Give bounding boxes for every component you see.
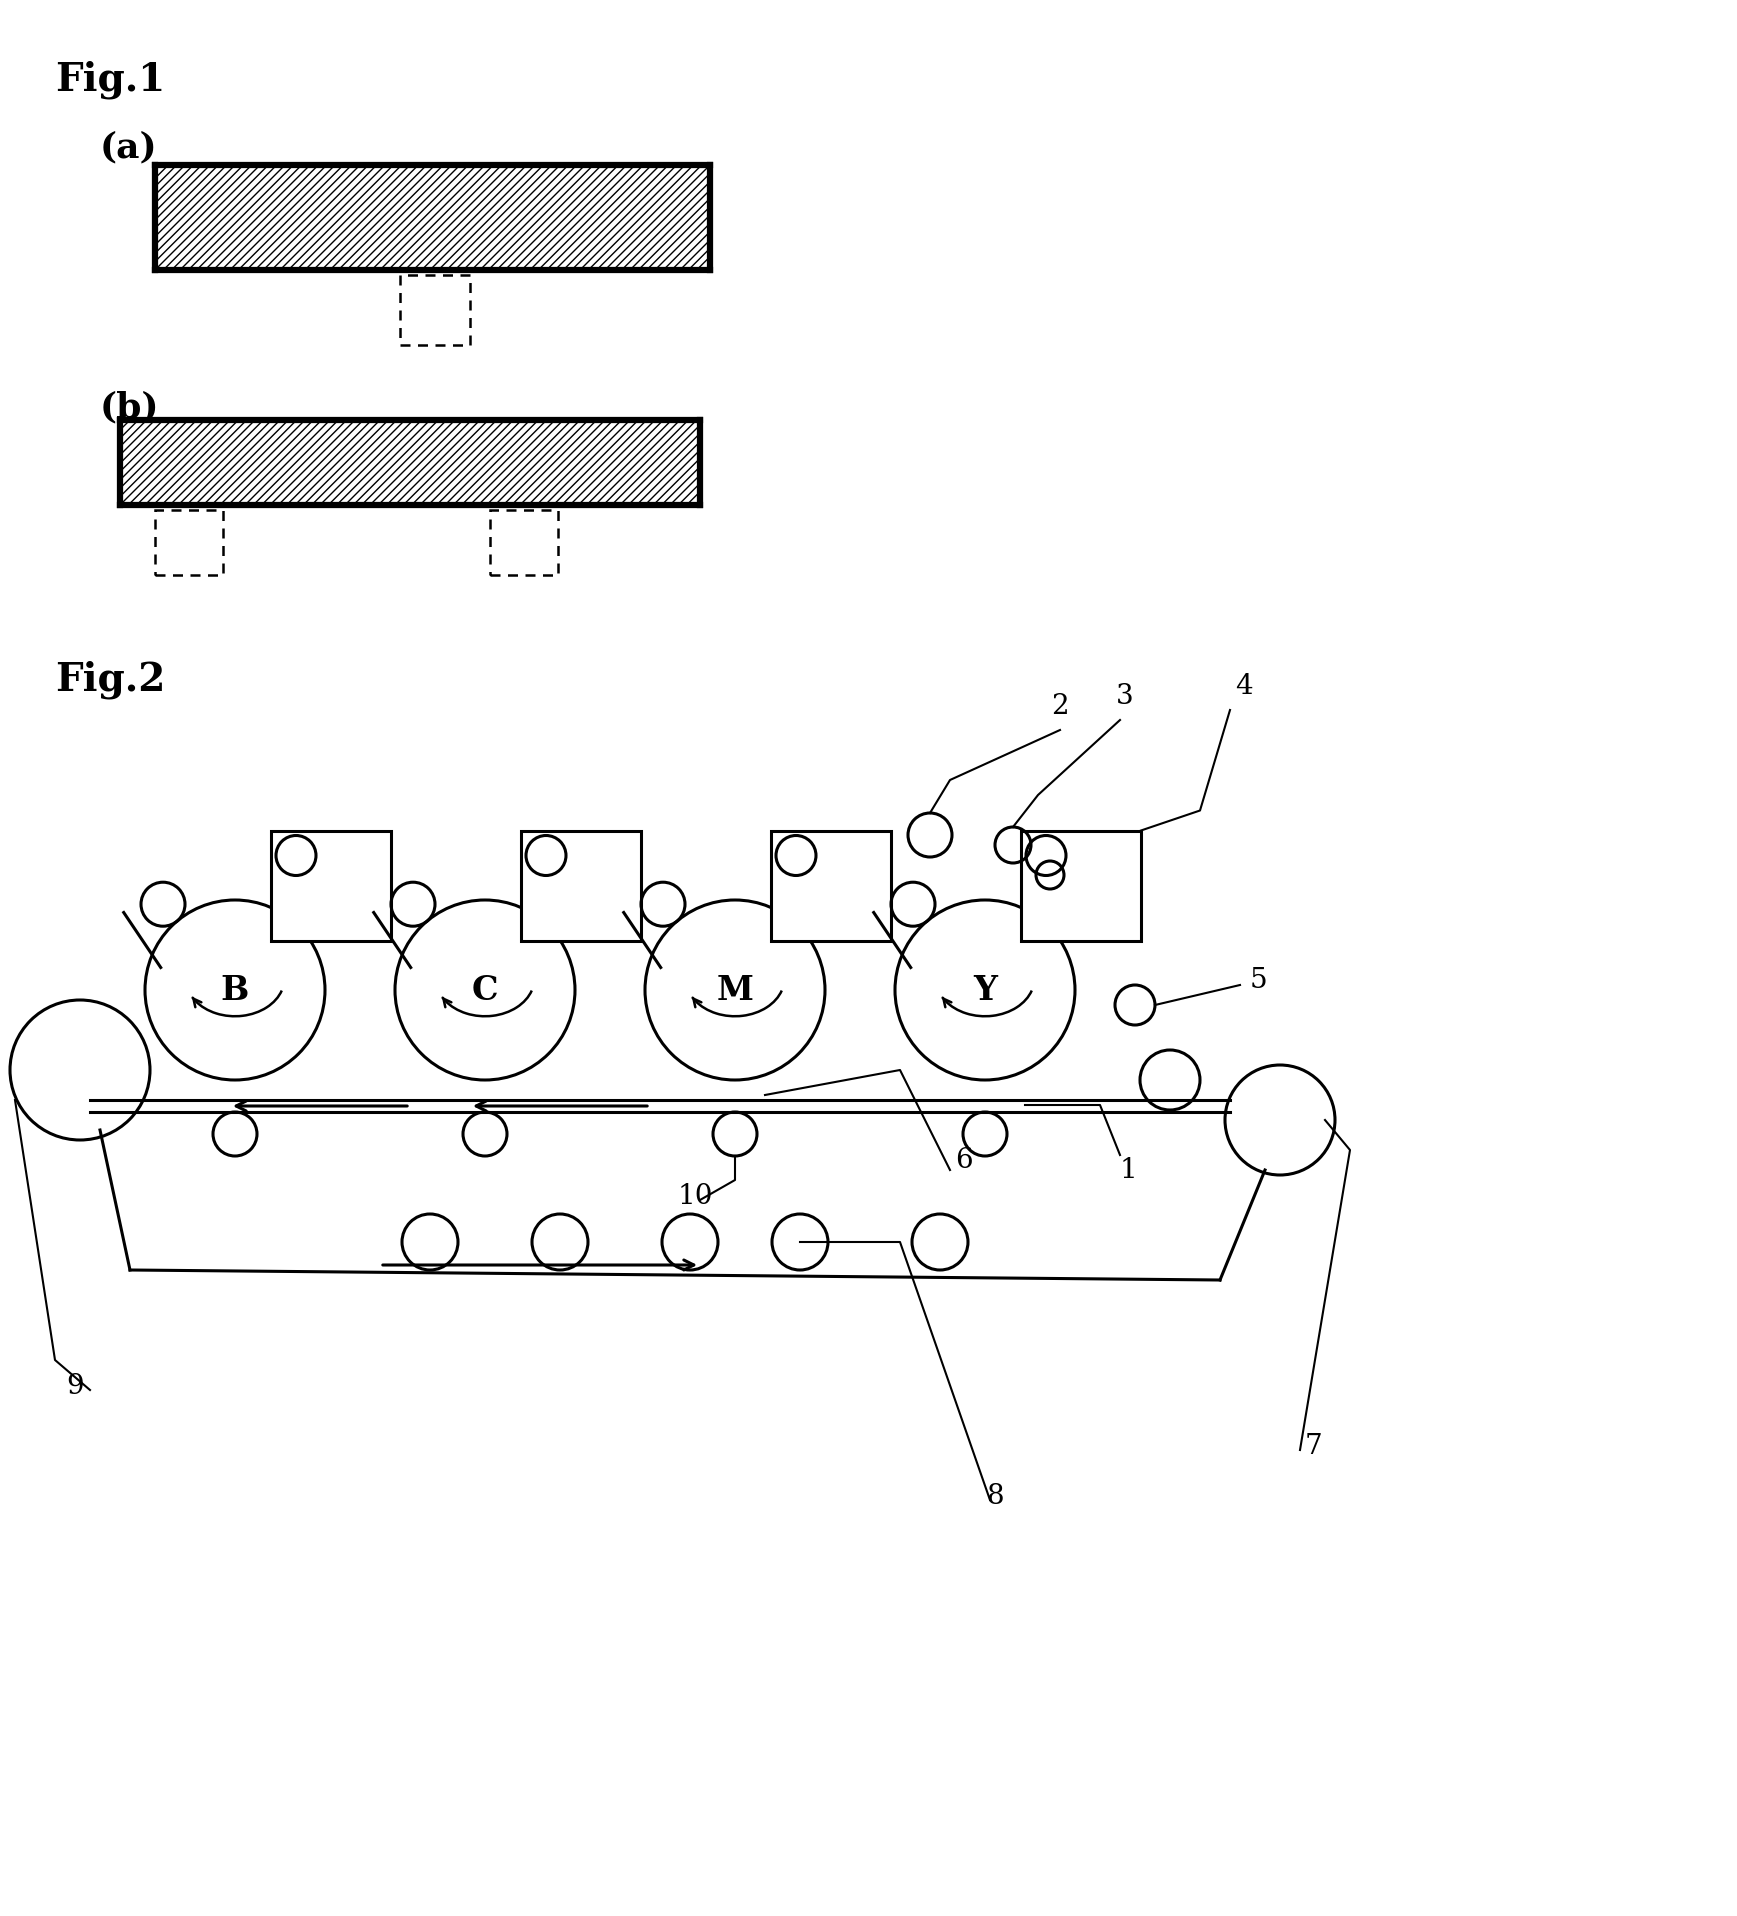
Bar bbox=[400, 276, 471, 345]
Text: (b): (b) bbox=[101, 391, 160, 423]
Bar bbox=[490, 510, 558, 575]
Text: (a): (a) bbox=[101, 130, 158, 165]
Text: C: C bbox=[472, 973, 499, 1006]
Bar bbox=[771, 830, 891, 941]
Text: 3: 3 bbox=[1117, 682, 1134, 711]
Text: 4: 4 bbox=[1235, 673, 1252, 699]
Bar bbox=[155, 165, 710, 270]
Text: Fig.1: Fig.1 bbox=[56, 59, 165, 98]
Text: 8: 8 bbox=[987, 1483, 1004, 1510]
Text: 7: 7 bbox=[1304, 1433, 1324, 1460]
Bar bbox=[271, 830, 391, 941]
Text: Y: Y bbox=[973, 973, 997, 1006]
Text: B: B bbox=[221, 973, 248, 1006]
Bar bbox=[521, 830, 641, 941]
Bar bbox=[155, 510, 222, 575]
Text: 2: 2 bbox=[1051, 694, 1068, 720]
Text: 6: 6 bbox=[955, 1146, 973, 1173]
Text: 1: 1 bbox=[1120, 1157, 1138, 1184]
Bar bbox=[120, 420, 700, 506]
Text: Fig.2: Fig.2 bbox=[56, 659, 165, 699]
Text: 5: 5 bbox=[1251, 966, 1268, 994]
Text: M: M bbox=[716, 973, 754, 1006]
Text: 9: 9 bbox=[66, 1374, 83, 1401]
Text: 10: 10 bbox=[677, 1182, 712, 1211]
Bar bbox=[1021, 830, 1141, 941]
